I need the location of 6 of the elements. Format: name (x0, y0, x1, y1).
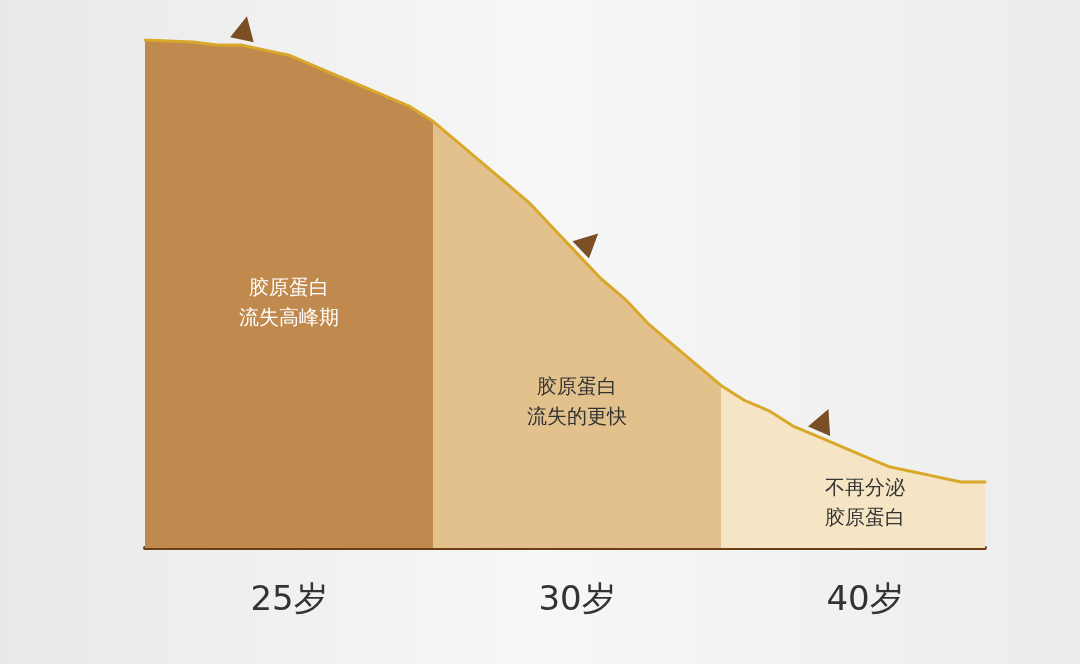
annotation: 不再分泌胶原蛋白 (825, 475, 905, 530)
annotation: 胶原蛋白流失的更快 (527, 373, 627, 428)
series-label: 40岁 (826, 578, 904, 618)
series-label: 25岁 (250, 578, 328, 618)
annotation: 胶原蛋白流失高峰期 (239, 274, 339, 329)
series-label: 30岁 (538, 578, 616, 618)
